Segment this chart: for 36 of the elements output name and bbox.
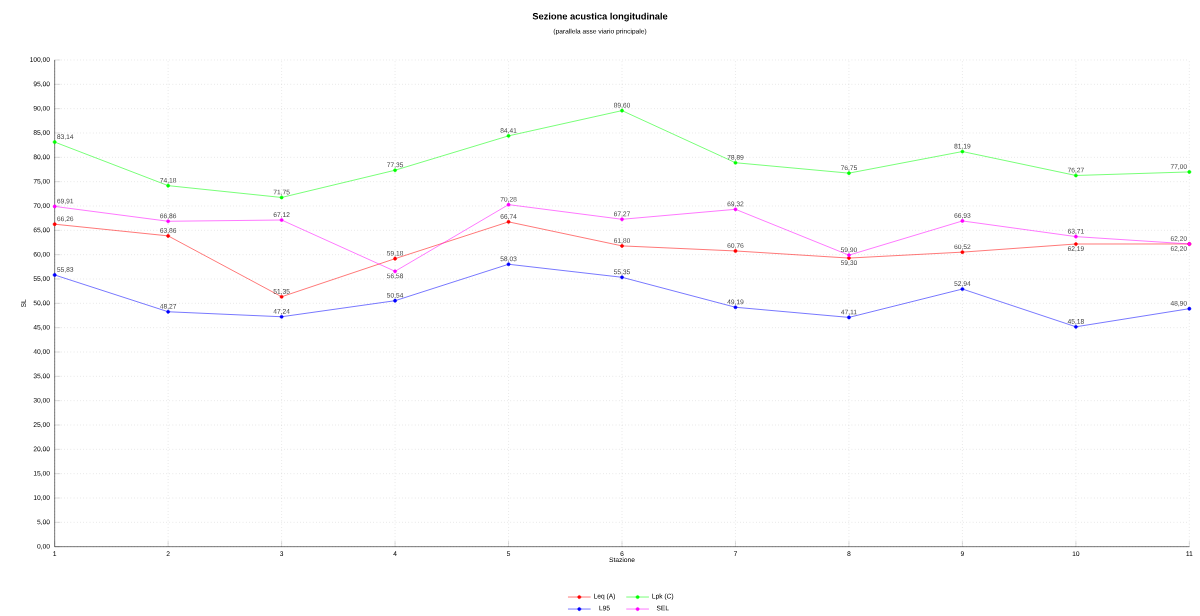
point xyxy=(960,250,965,254)
point xyxy=(1074,324,1078,329)
point xyxy=(1187,306,1192,311)
point xyxy=(620,108,624,113)
point xyxy=(960,219,965,223)
point xyxy=(733,207,738,212)
point xyxy=(506,220,511,224)
point xyxy=(847,315,851,320)
point xyxy=(166,183,170,188)
point xyxy=(733,305,738,310)
point xyxy=(166,234,170,238)
point xyxy=(506,262,511,267)
point xyxy=(620,275,624,280)
point xyxy=(279,195,284,200)
point xyxy=(733,249,738,253)
point xyxy=(166,309,170,314)
chart-title: Sezione acustica longitudinale xyxy=(532,12,668,22)
point xyxy=(620,244,624,248)
point xyxy=(620,217,624,222)
point xyxy=(847,171,851,176)
point xyxy=(393,256,397,261)
point xyxy=(279,218,284,222)
point xyxy=(506,134,511,138)
point xyxy=(52,204,57,209)
point xyxy=(1187,170,1192,174)
point xyxy=(393,168,397,173)
point xyxy=(1074,242,1078,246)
point xyxy=(393,298,397,303)
point xyxy=(960,149,965,154)
point xyxy=(52,222,57,227)
point xyxy=(52,273,57,277)
point xyxy=(960,287,965,291)
point xyxy=(52,140,57,144)
point xyxy=(1074,173,1078,178)
point xyxy=(1074,234,1078,239)
point xyxy=(166,219,170,224)
